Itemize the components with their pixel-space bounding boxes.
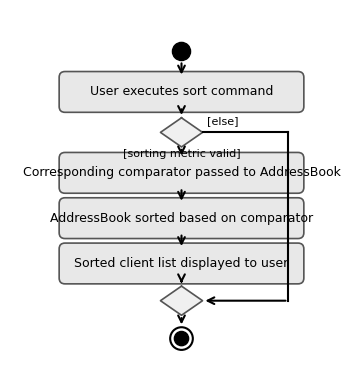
Text: Sorted client list displayed to user: Sorted client list displayed to user <box>74 257 289 270</box>
FancyBboxPatch shape <box>59 72 304 112</box>
Text: Corresponding comparator passed to AddressBook: Corresponding comparator passed to Addre… <box>23 166 340 179</box>
Polygon shape <box>160 286 203 315</box>
Text: [else]: [else] <box>207 116 238 126</box>
FancyBboxPatch shape <box>59 152 304 193</box>
Text: [sorting metric valid]: [sorting metric valid] <box>123 149 240 159</box>
Text: AddressBook sorted based on comparator: AddressBook sorted based on comparator <box>50 212 313 225</box>
FancyBboxPatch shape <box>59 243 304 284</box>
Polygon shape <box>160 118 203 147</box>
FancyBboxPatch shape <box>59 198 304 239</box>
Circle shape <box>174 332 189 346</box>
Text: User executes sort command: User executes sort command <box>90 85 273 99</box>
Circle shape <box>170 327 193 350</box>
Circle shape <box>172 42 191 61</box>
